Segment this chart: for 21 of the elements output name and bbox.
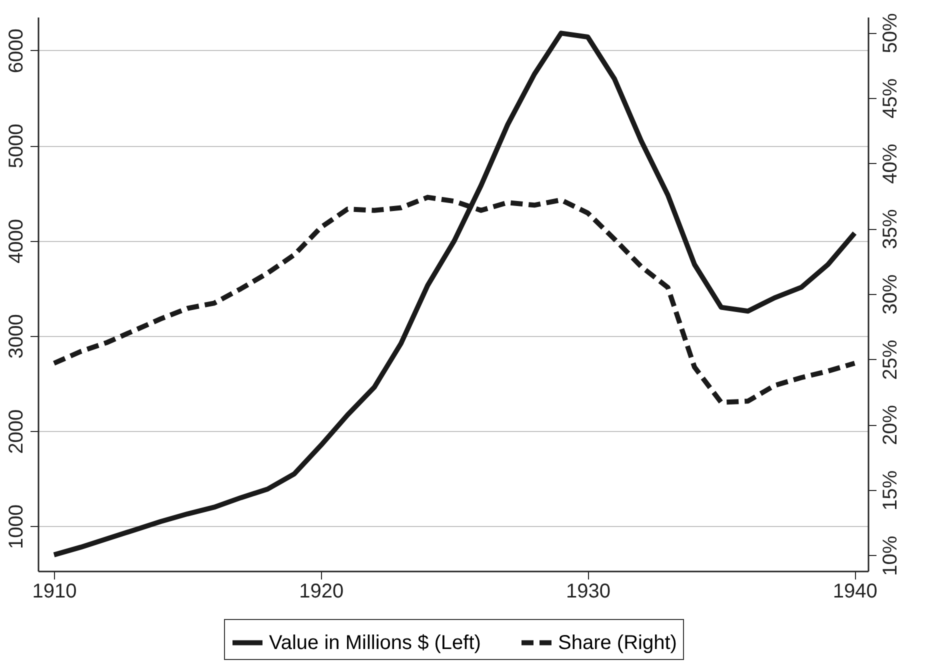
- x-tick-label: 1930: [566, 580, 611, 602]
- y2-tick-label: 45%: [880, 78, 902, 119]
- y2-tick-label: 25%: [880, 340, 902, 380]
- x-tick-label: 1920: [299, 580, 344, 602]
- y-tick-label: 1000: [6, 504, 28, 550]
- y2-tick-label: 15%: [880, 470, 902, 511]
- y2-tick-label: 20%: [880, 404, 902, 446]
- y-tick-label: 5000: [6, 124, 28, 168]
- y-tick-label: 2000: [6, 409, 28, 454]
- y-tick-label: 3000: [6, 314, 28, 359]
- legend-label: Value in Millions $ (Left): [269, 632, 481, 654]
- y2-tick-label: 40%: [880, 144, 902, 184]
- y-tick-label: 4000: [6, 218, 28, 264]
- x-tick-label: 1910: [32, 580, 77, 602]
- y2-tick-label: 35%: [880, 208, 902, 250]
- y-tick-label: 6000: [6, 28, 28, 74]
- y2-tick-label: 50%: [880, 12, 902, 54]
- x-tick-label: 1940: [832, 580, 878, 602]
- y2-tick-label: 10%: [880, 536, 902, 576]
- y2-tick-label: 30%: [880, 274, 902, 315]
- legend-label: Share (Right): [558, 632, 677, 654]
